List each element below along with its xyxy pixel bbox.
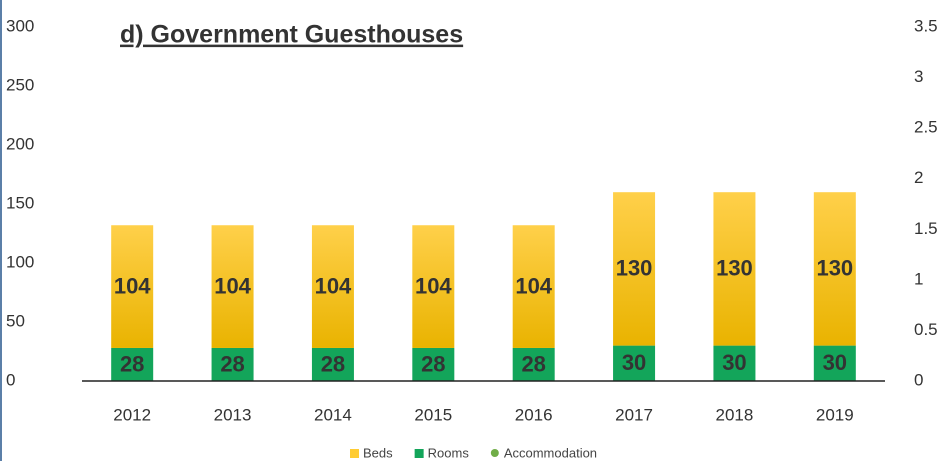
y-tick-label: 300 (6, 16, 34, 35)
legend-swatch (414, 449, 424, 458)
bar-segment (512, 225, 555, 348)
y-tick-label: 250 (6, 75, 34, 94)
bar-segment (813, 345, 856, 381)
bar-segment (311, 225, 354, 348)
x-tick-label: 2012 (113, 405, 151, 424)
y-tick-label: 100 (6, 252, 34, 271)
data-label: 104 (515, 273, 552, 298)
x-tick-label: 2018 (716, 405, 754, 424)
data-label: 28 (220, 351, 244, 376)
y2-tick-label: 3.5 (914, 16, 938, 35)
data-label: 130 (816, 256, 853, 281)
bar-segment (613, 345, 656, 381)
data-label: 28 (321, 351, 345, 376)
y2-tick-label: 2 (914, 168, 923, 187)
bar-segment (412, 347, 455, 381)
data-label: 28 (421, 351, 445, 376)
bar-segment (111, 225, 154, 348)
chart-title: d) Government Guesthouses (120, 21, 463, 49)
bar-segment (512, 347, 555, 381)
bar-segment (211, 347, 254, 381)
bar-segment (111, 347, 154, 381)
legend-label: Accommodation (504, 445, 597, 460)
x-tick-label: 2016 (515, 405, 553, 424)
y2-tick-label: 0 (914, 370, 923, 389)
data-label: 130 (716, 256, 753, 281)
y2-tick-label: 1.5 (914, 219, 938, 238)
bar-segment (311, 347, 354, 381)
legend-label: Beds (363, 445, 393, 460)
x-tick-label: 2015 (414, 405, 452, 424)
y2-tick-label: 3 (914, 67, 923, 86)
data-label: 104 (415, 273, 452, 298)
y2-tick-label: 0.5 (914, 320, 938, 339)
bar-segment (613, 192, 656, 346)
legend-swatch (490, 449, 499, 457)
y2-tick-label: 1 (914, 269, 923, 288)
bar-segment (813, 192, 856, 346)
data-label: 28 (521, 351, 545, 376)
data-label: 130 (616, 256, 653, 281)
bar-segment (211, 225, 254, 348)
legend-swatch (350, 449, 359, 458)
y-tick-label: 200 (6, 134, 34, 153)
legend-label: Rooms (428, 445, 470, 460)
data-label: 30 (722, 350, 746, 375)
data-label: 104 (214, 273, 251, 298)
bar-segment (713, 345, 756, 381)
x-tick-label: 2014 (314, 405, 352, 424)
x-tick-label: 2017 (615, 405, 653, 424)
data-label: 104 (315, 273, 352, 298)
y-tick-label: 50 (6, 311, 25, 330)
data-label: 30 (622, 350, 646, 375)
y-tick-label: 0 (6, 370, 15, 389)
y-tick-label: 150 (6, 193, 34, 212)
x-tick-label: 2019 (816, 405, 854, 424)
y2-tick-label: 2.5 (914, 118, 938, 137)
data-label: 104 (114, 273, 151, 298)
data-label: 28 (120, 351, 144, 376)
data-label: 30 (823, 350, 847, 375)
bar-segment (713, 192, 756, 346)
x-tick-label: 2013 (214, 405, 252, 424)
bar-segment (412, 225, 455, 348)
